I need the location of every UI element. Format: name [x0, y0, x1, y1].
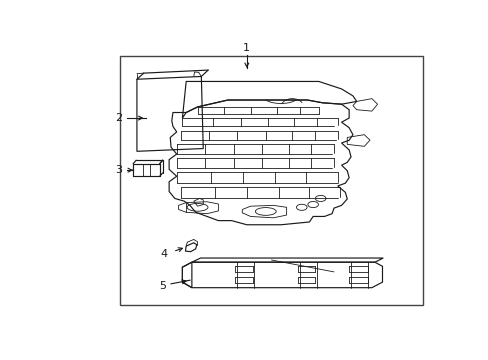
Bar — [120, 56, 422, 305]
Text: 2: 2 — [115, 113, 122, 123]
Text: 3: 3 — [115, 165, 122, 175]
Text: 1: 1 — [243, 43, 250, 53]
Text: 5: 5 — [159, 281, 166, 291]
Text: 4: 4 — [161, 249, 168, 259]
